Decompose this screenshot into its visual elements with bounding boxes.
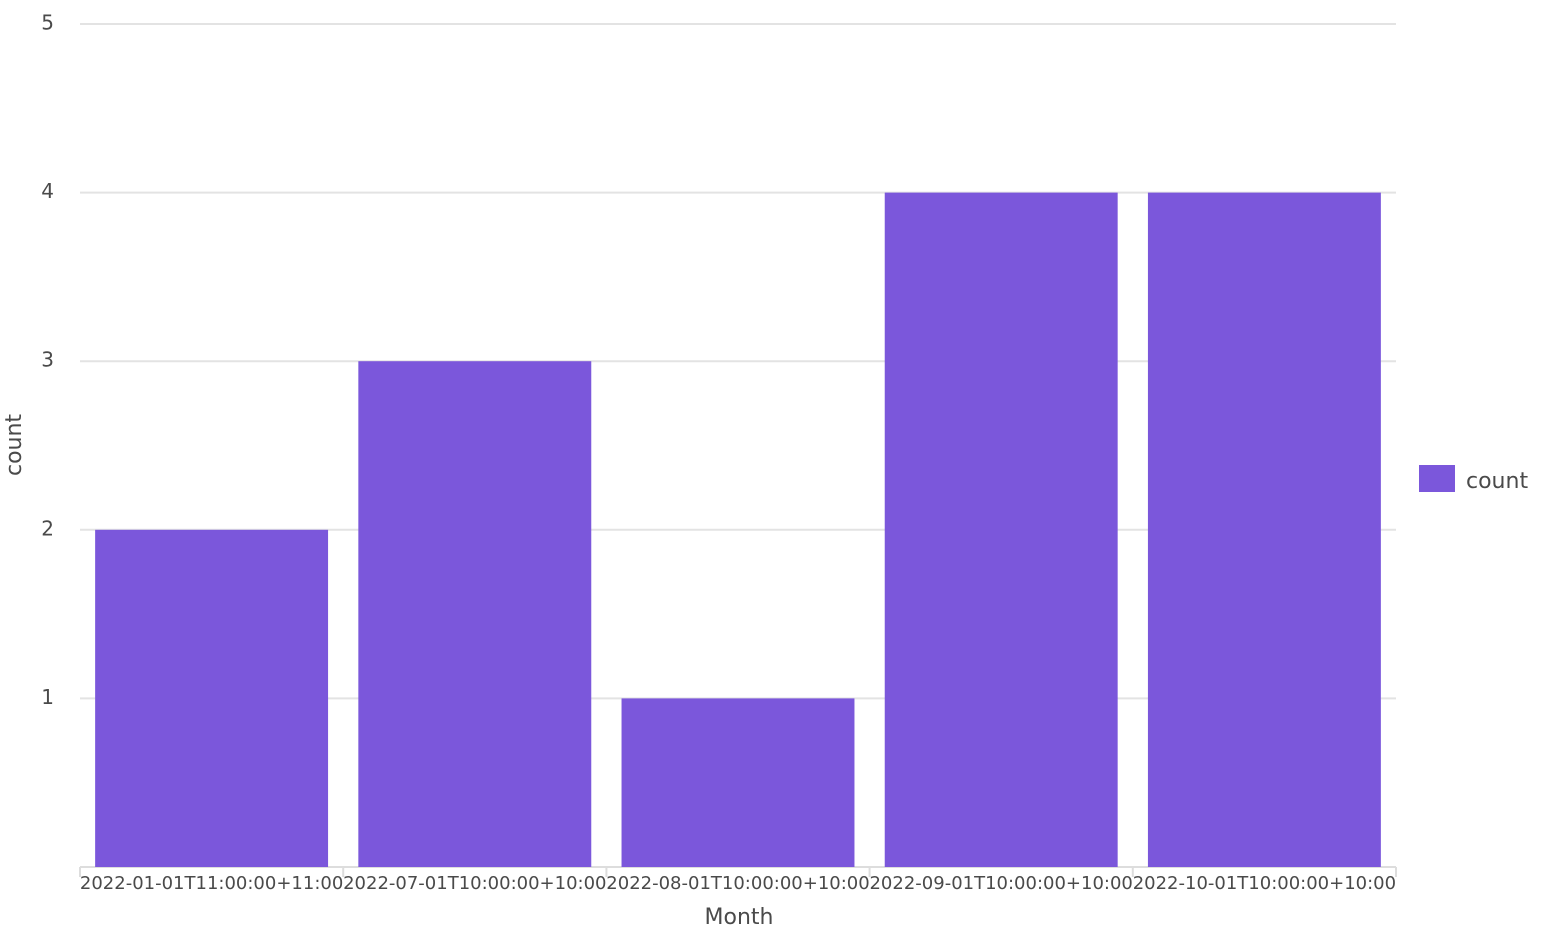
x-tick-label: 2022-09-01T10:00:00+10:00 [869,873,1132,894]
y-tick-label: 4 [41,179,54,203]
x-tick-label: 2022-01-01T11:00:00+11:00 [80,873,343,894]
bar [621,698,855,867]
y-tick-label: 2 [41,516,54,540]
bar [358,361,592,867]
legend-label: count [1466,469,1528,494]
y-tick-label: 3 [41,348,54,372]
legend-swatch [1419,465,1455,492]
x-axis-label: Month [705,905,774,930]
bar [95,529,329,867]
bar [884,192,1118,868]
y-tick-label: 5 [41,11,54,35]
bar [1147,192,1381,868]
x-tick-label: 2022-07-01T10:00:00+10:00 [343,873,606,894]
x-tick-label: 2022-08-01T10:00:00+10:00 [606,873,869,894]
y-tick-label: 1 [41,685,54,709]
x-tick-label: 2022-10-01T10:00:00+10:00 [1133,873,1396,894]
y-axis-label: count [2,414,27,476]
